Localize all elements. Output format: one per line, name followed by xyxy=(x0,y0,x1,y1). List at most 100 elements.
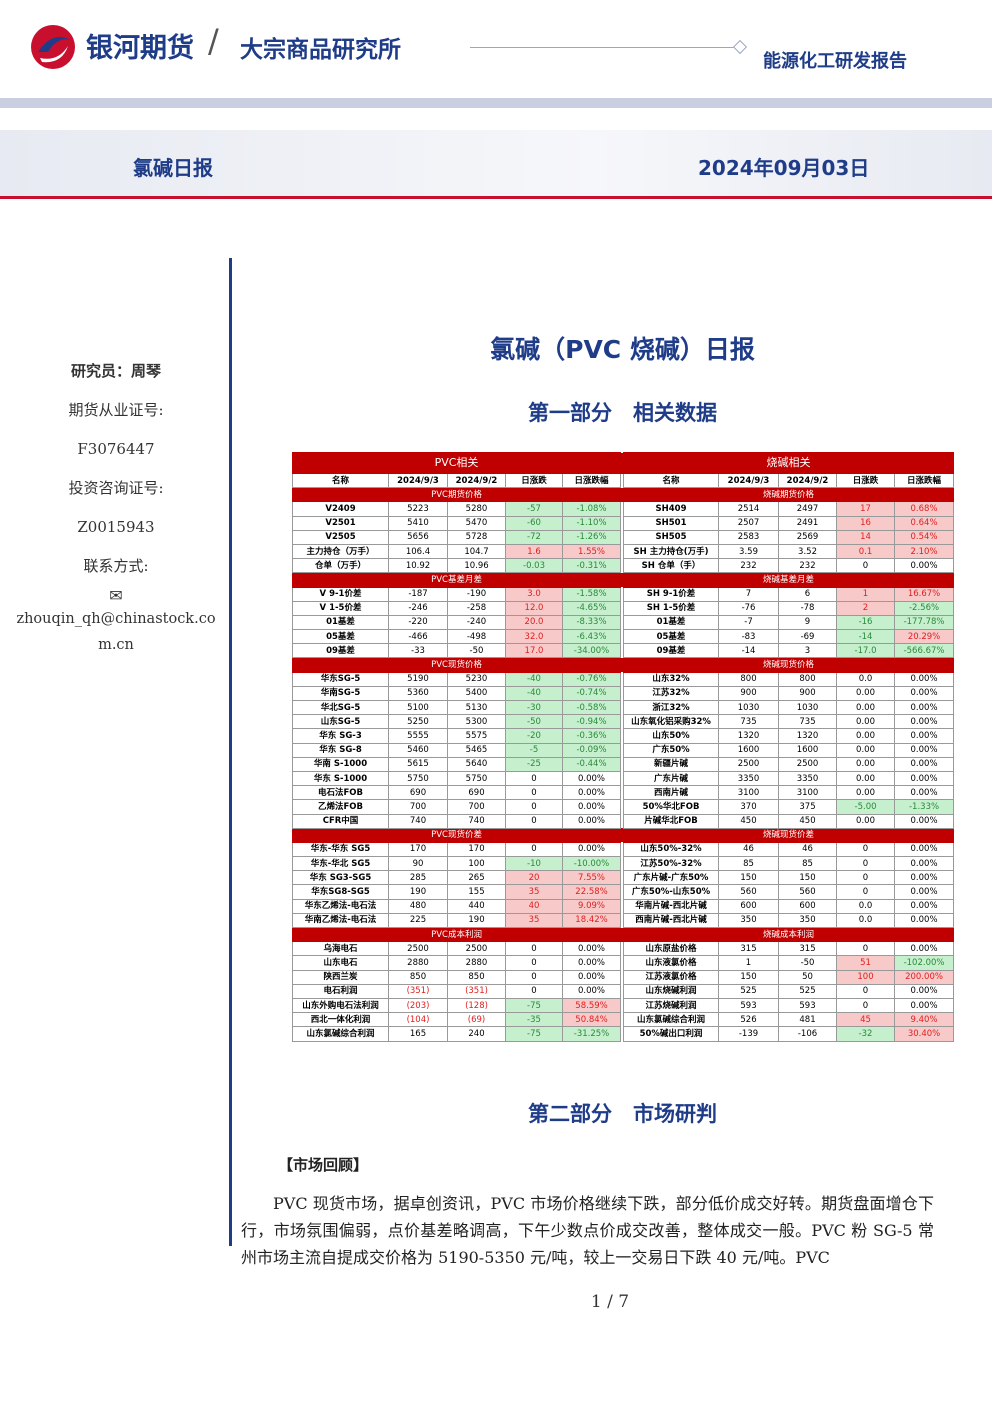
cell: 华南 S-1000 xyxy=(292,756,389,772)
cell: 600 xyxy=(778,898,838,914)
cell xyxy=(620,1026,624,1041)
cell: 0.00% xyxy=(894,856,955,872)
cell: 0.00 xyxy=(836,742,896,758)
cell: 6 xyxy=(778,586,838,602)
data-row: V2501 5410 5470 -60 -1.10% SH501 2507 2491 16 0.6… xyxy=(292,515,955,531)
cell xyxy=(620,686,624,701)
cell: -566.67% xyxy=(894,643,955,659)
cell: 51 xyxy=(836,955,896,971)
cell: -177.78% xyxy=(894,614,955,631)
cell: 481 xyxy=(778,1012,838,1028)
cell: 800 xyxy=(778,671,838,687)
cell: -498 xyxy=(447,629,506,645)
cell: -0.44% xyxy=(561,756,622,772)
data-row: 华东 S-1000 5750 5750 0 0.00% 广东片碱 3350 3350 0.00 0… xyxy=(292,770,955,787)
cell: 690 xyxy=(447,785,506,801)
cell: -31.25% xyxy=(561,1026,622,1042)
cell: 0 xyxy=(505,770,563,787)
cell: 华南乙烯法-电石法 xyxy=(292,912,389,929)
cell: 1 xyxy=(718,955,780,971)
cell: -139 xyxy=(718,1026,780,1042)
cell: (351) xyxy=(388,983,448,999)
cell: 5230 xyxy=(447,671,506,687)
cell: 106.4 xyxy=(388,543,448,560)
cell: 900 xyxy=(718,685,780,702)
cell: 1320 xyxy=(778,728,838,744)
label: 期货从业证号: xyxy=(68,401,164,419)
cell: -7 xyxy=(718,614,780,631)
cell: 0.00% xyxy=(894,742,955,758)
data-row: V 1-5价差 -246 -258 12.0 -4.65% SH 1-5价差 -76 -78 2… xyxy=(292,600,955,616)
data-row: 华东 SG-8 5460 5465 -5 -0.09% 广东50% 1600 1600 0.00… xyxy=(292,742,955,758)
cell: 3350 xyxy=(778,770,838,787)
cell: 740 xyxy=(388,813,448,829)
cell: 700 xyxy=(447,799,506,815)
cell: 0 xyxy=(505,799,563,815)
cell: 电石利润 xyxy=(292,983,389,999)
email[interactable]: zhouqin_qh@chinastock.com.cn xyxy=(16,611,216,653)
cell: -14 xyxy=(836,629,896,645)
cell: -4.65% xyxy=(561,600,622,616)
cell: -10.00% xyxy=(561,856,622,872)
cell: 20 xyxy=(505,870,563,886)
cell: 5223 xyxy=(388,501,448,517)
section-row: PVC成本利润 烧碱成本利润 xyxy=(291,926,955,943)
cell: 14 xyxy=(836,529,896,545)
cell: 广东50% xyxy=(623,742,720,758)
data-row: 乌海电石 2500 2500 0 0.00% 山东原盐价格 315 315 0 0.00% xyxy=(292,941,955,957)
cell: 09基差 xyxy=(623,643,720,659)
cell: 09基差 xyxy=(292,643,389,659)
main-title: 氯碱（PVC 烧碱）日报 xyxy=(490,335,755,364)
cell: 16 xyxy=(836,515,896,531)
cell: 0.00% xyxy=(561,841,622,858)
cell: 350 xyxy=(718,912,780,929)
cell: 0.00% xyxy=(894,884,955,900)
cell: V2505 xyxy=(292,529,389,545)
cell: SH 仓单（手） xyxy=(623,558,720,574)
data-row: 华北SG-5 5100 5130 -30 -0.58% 浙江32% 1030 1030 0.00… xyxy=(292,699,955,716)
cell: 5190 xyxy=(388,671,448,687)
cell: 华南SG-5 xyxy=(292,685,389,702)
cell: 225 xyxy=(388,912,448,929)
cell: 315 xyxy=(778,941,838,957)
cell: 20.0 xyxy=(505,614,563,631)
cell: 2500 xyxy=(388,941,448,957)
cell: 2500 xyxy=(718,756,780,772)
cell: 0 xyxy=(505,983,563,999)
cell: 46 xyxy=(718,841,780,858)
cell: 1030 xyxy=(778,699,838,716)
cell: 5575 xyxy=(447,728,506,744)
cell: -466 xyxy=(388,629,448,645)
data-row: 山东氯碱综合利润 165 240 -75 -31.25% 50%碱出口利润 -139 -106… xyxy=(292,1026,955,1042)
cell: 46 xyxy=(778,841,838,858)
cell: 525 xyxy=(778,983,838,999)
cell: -57 xyxy=(505,501,563,517)
data-row: 山东外购电石法利润 (203) (128) -75 58.59% 江苏烧碱利润 593 593… xyxy=(292,997,955,1014)
cell: 18.42% xyxy=(561,912,622,929)
cell: 日涨跌 xyxy=(836,472,896,489)
cell: 800 xyxy=(718,671,780,687)
cell: 2497 xyxy=(778,501,838,517)
cell: -0.09% xyxy=(561,742,622,758)
cell: 0.00 xyxy=(836,813,896,829)
cell: 广东片碱-广东50% xyxy=(623,870,720,886)
cell: 0.00% xyxy=(894,941,955,957)
cell: -8.33% xyxy=(561,614,622,631)
cell: 7 xyxy=(718,586,780,602)
cell: 17.0 xyxy=(505,643,563,659)
cell: V2501 xyxy=(292,515,389,531)
cell: 日涨跌幅 xyxy=(561,472,622,489)
cell xyxy=(620,643,624,658)
cell: 0.00% xyxy=(894,983,955,999)
cell: 735 xyxy=(718,714,780,730)
cell: SH 1-5价差 xyxy=(623,600,720,616)
cell: 0.00% xyxy=(894,558,955,574)
cell: 山东氯碱综合利润 xyxy=(623,1012,720,1028)
data-row: 山东电石 2880 2880 0 0.00% 山东液氯价格 1 -50 51 -102.00% xyxy=(292,955,955,971)
cell: 江苏烧碱利润 xyxy=(623,997,720,1014)
cell: 0.68% xyxy=(894,501,955,517)
data-row: V2409 5223 5280 -57 -1.08% SH409 2514 2497 17 0.6… xyxy=(292,501,955,517)
header-band xyxy=(0,98,992,108)
cell: 0.0 xyxy=(836,912,896,929)
cell: 560 xyxy=(718,884,780,900)
